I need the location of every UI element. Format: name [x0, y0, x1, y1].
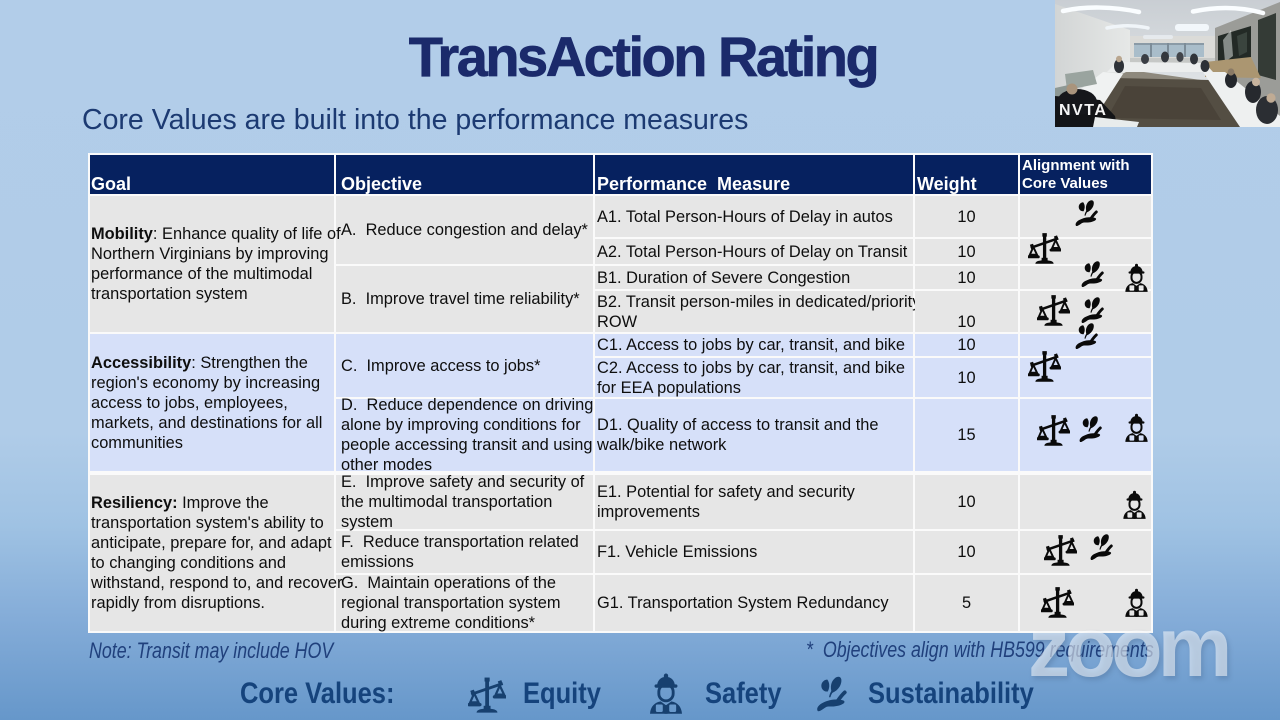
svg-text:NVTA: NVTA — [1059, 102, 1107, 119]
